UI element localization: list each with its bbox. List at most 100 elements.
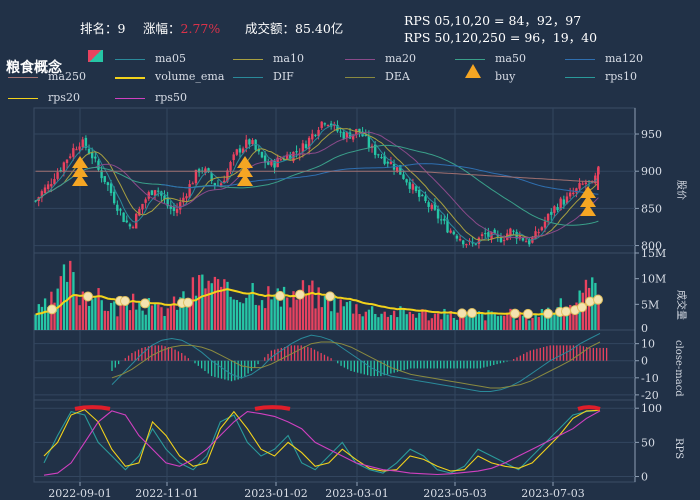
candle — [223, 180, 226, 183]
candle — [213, 183, 217, 186]
volume-bar — [499, 315, 503, 330]
candle — [421, 195, 424, 197]
candle — [78, 146, 81, 150]
candle — [355, 129, 358, 136]
chart-title: 粮食概念 — [6, 60, 62, 76]
volume-bar — [427, 320, 430, 330]
candle — [383, 155, 386, 164]
legend-label: rps10 — [605, 70, 637, 83]
rps-line-rps50 — [43, 410, 601, 476]
rps-highlight — [74, 405, 111, 411]
candle — [528, 239, 531, 245]
volume-bar — [267, 286, 270, 330]
candle — [452, 231, 455, 235]
volume-bar — [490, 311, 493, 330]
volume-marker — [467, 308, 477, 319]
candle — [153, 190, 157, 196]
candle — [169, 205, 172, 209]
x-tick-label: 2023-01-02 — [244, 487, 307, 500]
x-tick-label: 2022-11-01 — [135, 487, 198, 500]
volume-marker — [510, 308, 520, 319]
legend-label: DEA — [385, 70, 410, 83]
volume-bar — [216, 279, 220, 330]
dea-line — [111, 341, 601, 389]
x-tick-label: 2023-05-03 — [423, 487, 486, 500]
volume-bar — [34, 314, 37, 330]
dif-line — [111, 332, 601, 392]
legend-swatch — [233, 77, 263, 78]
volume-bar — [257, 305, 261, 330]
y-axis-label: 成交量 — [675, 290, 688, 320]
volume-bar — [62, 264, 66, 330]
volume-bar — [100, 300, 103, 330]
volume-bar — [198, 275, 201, 330]
volume-bar — [150, 305, 154, 330]
candle — [559, 198, 562, 210]
candle — [81, 139, 84, 148]
buy-marker — [580, 204, 596, 216]
buy-marker-icon — [465, 64, 481, 78]
volume-bar — [248, 294, 251, 330]
candle — [480, 234, 484, 236]
volume-bar — [355, 304, 358, 330]
volume-bar — [292, 291, 295, 330]
volume-bar — [550, 314, 553, 330]
candle — [103, 176, 106, 183]
candle — [512, 230, 515, 232]
x-tick-label: 2023-07-03 — [521, 487, 584, 500]
candle — [232, 154, 235, 161]
candle — [116, 204, 119, 211]
candle — [122, 212, 125, 222]
volume-bar — [569, 304, 572, 330]
candle — [172, 206, 176, 211]
volume-marker — [47, 304, 57, 315]
candle — [323, 123, 327, 125]
volume-bar — [396, 317, 399, 330]
rank: 排名：9 — [80, 18, 125, 37]
y-tick-label: 5M — [641, 298, 659, 311]
candle — [245, 139, 248, 148]
volume-bar — [506, 312, 509, 330]
candle — [502, 240, 506, 242]
rank-label: 排名： — [80, 21, 118, 36]
volume-bar — [282, 286, 286, 330]
candle — [556, 207, 559, 211]
ma-line-10 — [35, 127, 599, 241]
ma-line-250 — [35, 170, 599, 183]
volume-bar — [270, 299, 273, 330]
candle — [210, 173, 213, 182]
candle — [342, 132, 345, 139]
candle — [138, 209, 141, 216]
candle — [72, 148, 75, 157]
legend-label: ma50 — [495, 52, 526, 65]
volume-bar — [534, 314, 537, 330]
candle — [87, 148, 91, 154]
candle — [411, 184, 415, 190]
volume-bar — [210, 283, 213, 330]
volume-bar — [493, 313, 496, 330]
volume-bar — [166, 308, 169, 330]
volume-bar — [135, 309, 138, 330]
candle — [241, 148, 245, 154]
volume-bar — [317, 287, 320, 330]
candle — [144, 199, 147, 203]
candle — [157, 190, 160, 192]
candle — [443, 218, 446, 221]
candle — [257, 148, 261, 152]
volume-bar — [496, 316, 500, 330]
legend-swatch — [233, 59, 263, 60]
legend-label: ma20 — [385, 52, 416, 65]
volume-bar — [138, 301, 141, 330]
rps-highlight — [254, 405, 291, 411]
legend-label: ma05 — [155, 52, 186, 65]
volume-marker — [523, 308, 533, 319]
volume-bar — [474, 314, 478, 330]
volume-bar — [116, 316, 119, 330]
legend-label: ma120 — [605, 52, 643, 65]
candle — [351, 134, 355, 140]
candle — [534, 231, 537, 240]
volume-bar — [179, 297, 182, 330]
volume-bar — [471, 311, 474, 330]
candle — [229, 162, 232, 171]
